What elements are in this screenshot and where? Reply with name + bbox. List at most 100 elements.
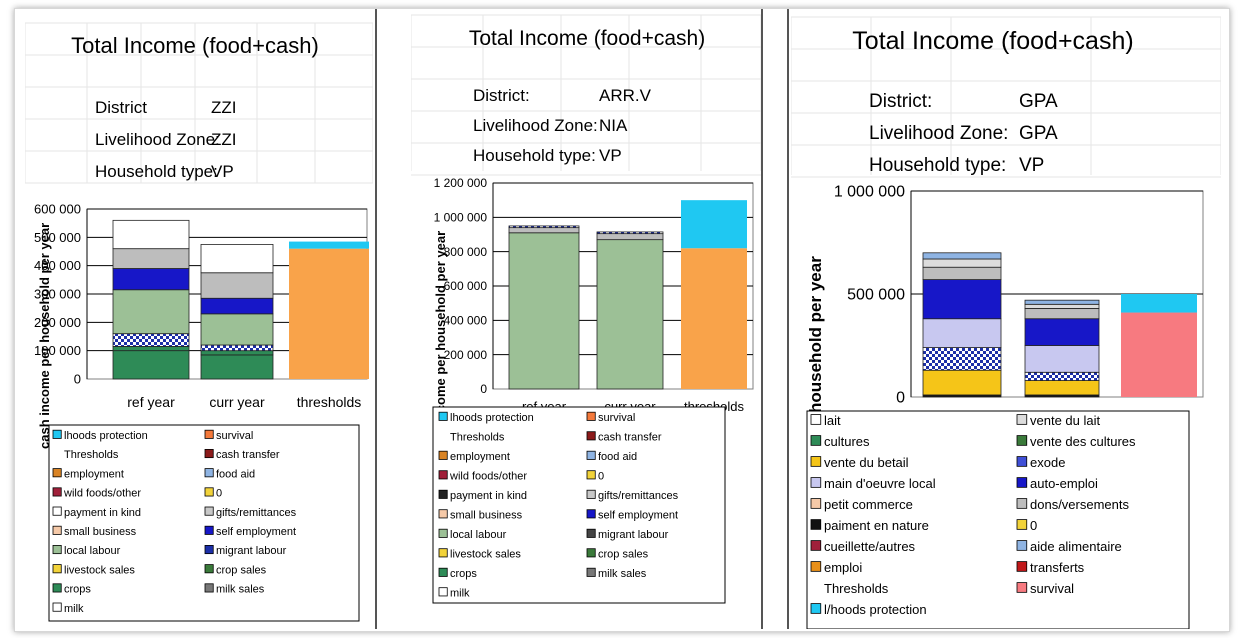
- bar-segment-exode: [922, 347, 1002, 371]
- legend-item-label: cultures: [824, 434, 870, 449]
- bar-segment-gifts-remittances: [112, 248, 190, 269]
- legend-item-label: vente du lait: [1030, 413, 1100, 428]
- bar-segment-local-labour: [112, 289, 190, 335]
- bar-segment-dons-versements: [922, 266, 1002, 280]
- legend-item-label: migrant labour: [216, 545, 287, 557]
- legend-swatch: [204, 525, 214, 535]
- legend-item-label: l/hoods protection: [824, 602, 927, 617]
- legend-item-label: crop sales: [216, 564, 267, 576]
- bar-segment-crops: [112, 350, 190, 380]
- legend-item-label: milk sales: [216, 584, 265, 596]
- y-tick-label: 1 200 000: [434, 176, 488, 190]
- legend-item-label: milk: [64, 603, 84, 615]
- y-tick-label: 200 000: [444, 348, 488, 362]
- legend-swatch: [52, 506, 62, 516]
- legend-swatch: [438, 450, 448, 460]
- legend-item-label: emploi: [824, 560, 862, 575]
- info-value: ZZI: [211, 98, 237, 117]
- legend-item-label: payment in kind: [64, 507, 141, 519]
- x-category-label: ref year: [127, 394, 175, 410]
- bar-segment-auto-emploi: [1024, 318, 1100, 346]
- legend-item-label: paiment en nature: [824, 518, 929, 533]
- legend-swatch: [438, 489, 448, 499]
- legend-swatch: [586, 431, 596, 441]
- legend-swatch: [204, 564, 214, 574]
- legend-swatch: [52, 429, 62, 439]
- legend-item-label: cash transfer: [598, 432, 662, 444]
- legend-item-label: lhoods protection: [450, 412, 534, 424]
- bar-segment-l-hoods-protection: [1121, 294, 1197, 313]
- chart-title: Total Income (food+cash): [852, 27, 1133, 55]
- legend-swatch: [438, 411, 448, 421]
- screenshot-frame: Total Income (food+cash) District ZZI Livel…: [14, 8, 1230, 632]
- bar-segment-vente-du-betail: [1024, 380, 1100, 396]
- legend-swatch: [1016, 582, 1028, 593]
- legend-swatch: [810, 435, 822, 446]
- legend-item-label: local labour: [450, 529, 507, 541]
- legend-item-label: employment: [450, 451, 510, 463]
- bar-segment-lhoods-protection: [681, 200, 747, 249]
- legend-item-label: aide alimentaire: [1030, 539, 1122, 554]
- legend-box: [48, 424, 360, 622]
- panel-divider: [375, 9, 377, 629]
- info-value: ARR.V: [599, 86, 652, 105]
- legend-swatch: [52, 602, 62, 612]
- legend-swatch: [1016, 519, 1028, 530]
- info-label: Household type:: [869, 155, 1006, 176]
- info-label: District:: [473, 86, 530, 105]
- bar-segment-self-employment: [200, 297, 274, 315]
- legend-swatch: [810, 540, 822, 551]
- bar-segment-main-d-oeuvre-local: [922, 318, 1002, 348]
- bar-segment-crop-sales: [112, 346, 190, 352]
- bar-segment-migrant-labour: [200, 344, 274, 352]
- info-value: GPA: [1019, 123, 1058, 144]
- y-axis-label: household per year: [806, 256, 825, 413]
- chart-title: Total Income (food+cash): [71, 33, 319, 58]
- bar-segment-gifts-remittances: [596, 233, 664, 241]
- chart-panel-zzi: Total Income (food+cash) District ZZI Livel…: [25, 9, 373, 629]
- legend-swatch: [438, 470, 448, 480]
- y-tick-label: 300 000: [34, 287, 81, 302]
- bar-segment-local-labour: [508, 232, 580, 390]
- bar-segment-migrant-labour: [508, 225, 580, 229]
- legend-item-label: food aid: [216, 468, 255, 480]
- bar-segment-crop-sales: [200, 350, 274, 356]
- bar-segment-lhoods-protection: [289, 241, 369, 249]
- legend-item-label: 0: [1030, 518, 1037, 533]
- legend-item-label: survival: [216, 430, 253, 442]
- legend-swatch: [204, 506, 214, 516]
- legend-swatch: [52, 468, 62, 478]
- legend-item-label: 0: [598, 471, 604, 483]
- x-category-label: curr year: [209, 394, 265, 410]
- y-tick-label: 0: [896, 390, 905, 407]
- income-chart-gpa: Total Income (food+cash) District: GPA Live…: [791, 16, 1221, 629]
- legend-swatch: [52, 583, 62, 593]
- info-value: VP: [599, 146, 622, 165]
- legend-item-label: auto-emploi: [1030, 476, 1098, 491]
- legend-swatch: [810, 456, 822, 467]
- legend-item-label: crops: [64, 584, 91, 596]
- legend-item-label: crops: [450, 568, 477, 580]
- legend-item-label: lait: [824, 413, 841, 428]
- legend-item-label: Thresholds: [824, 581, 889, 596]
- y-axis-label: cash income per household per year: [37, 223, 52, 449]
- info-value: VP: [1019, 155, 1044, 176]
- legend-item-label: vente du betail: [824, 455, 909, 470]
- legend-item-label: self employment: [216, 526, 296, 538]
- y-tick-label: 800 000: [444, 245, 488, 259]
- info-label: Livelihood Zone:: [95, 130, 220, 149]
- income-chart-arrv: Total Income (food+cash) District: ARR.VLi…: [411, 14, 761, 604]
- info-label: Livelihood Zone:: [869, 123, 1008, 144]
- legend-swatch: [1016, 561, 1028, 572]
- bar-segment-migrant-labour: [596, 231, 664, 235]
- legend-item-label: self employment: [598, 510, 678, 522]
- legend-item-label: wild foods/other: [63, 488, 141, 500]
- info-label: Household type:: [95, 162, 218, 181]
- legend-item-label: payment in kind: [450, 490, 527, 502]
- panel-divider: [761, 9, 763, 629]
- legend-item-label: milk: [450, 588, 470, 600]
- y-tick-label: 400 000: [444, 314, 488, 328]
- legend-swatch: [810, 603, 822, 614]
- legend-item-label: food aid: [598, 451, 637, 463]
- legend-swatch: [438, 528, 448, 538]
